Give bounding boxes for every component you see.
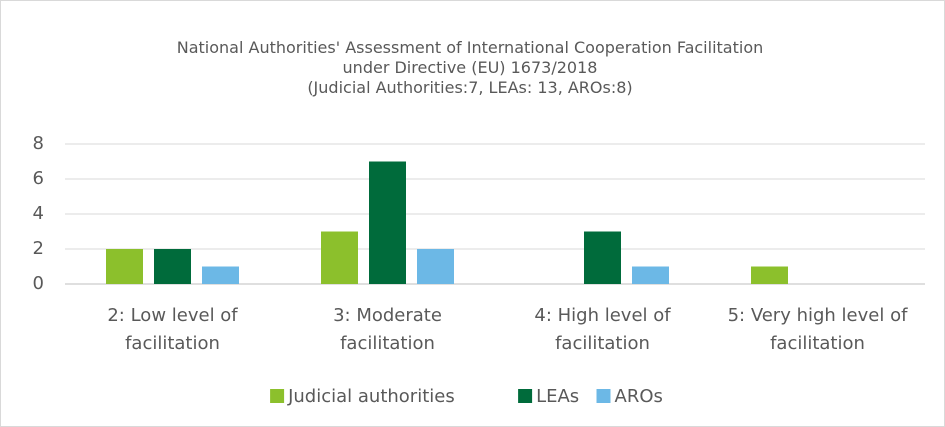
x-tick-label: 4: High level of facilitation [534, 305, 671, 354]
y-tick-label: 2 [33, 238, 44, 259]
legend-swatch [596, 389, 611, 403]
x-tick-label: 5: Very high level of facilitation [727, 305, 908, 354]
y-tick-label: 8 [33, 133, 44, 154]
chart-subtitle: (Judicial Authorities:7, LEAs: 13, AROs:… [307, 78, 633, 97]
legend-label: LEAs [536, 386, 579, 407]
y-tick-label: 0 [33, 273, 44, 294]
legend-swatch [518, 389, 533, 403]
legend-label: AROs [615, 386, 663, 407]
bar [321, 231, 358, 284]
bar [202, 266, 239, 284]
x-tick-label: 2: Low level of facilitation [107, 305, 238, 354]
legend-label: Judicial authorities [287, 386, 455, 407]
y-tick-label: 6 [33, 168, 44, 189]
bar [369, 161, 406, 284]
bar [751, 266, 788, 284]
y-tick-label: 4 [33, 203, 44, 224]
chart-title: National Authorities' Assessment of Inte… [176, 38, 764, 77]
bar [417, 249, 454, 284]
legend-swatch [270, 389, 285, 403]
bar [106, 249, 143, 284]
bar [632, 266, 669, 284]
bar [154, 249, 191, 284]
bar [584, 231, 621, 284]
x-tick-label: 3: Moderate facilitation [333, 305, 442, 354]
